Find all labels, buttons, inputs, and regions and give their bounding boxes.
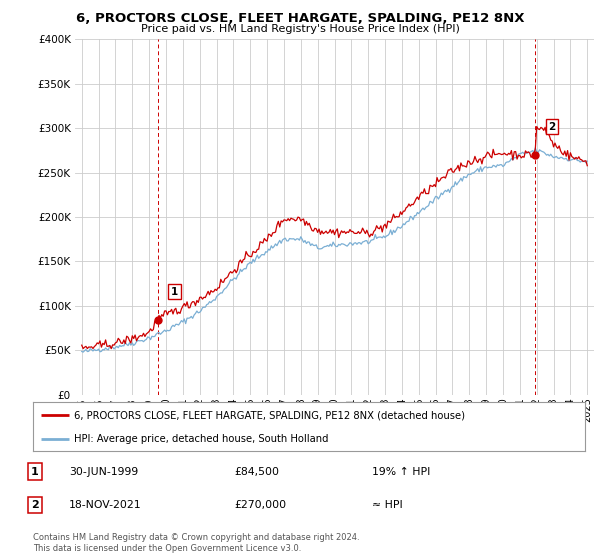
Text: 18-NOV-2021: 18-NOV-2021 (69, 500, 142, 510)
Text: 1: 1 (31, 466, 38, 477)
Text: ≈ HPI: ≈ HPI (372, 500, 403, 510)
Text: HPI: Average price, detached house, South Holland: HPI: Average price, detached house, Sout… (74, 434, 329, 444)
Text: 1: 1 (171, 287, 178, 297)
Text: 2: 2 (31, 500, 38, 510)
Text: £270,000: £270,000 (234, 500, 286, 510)
Text: 2: 2 (548, 122, 556, 132)
Text: £84,500: £84,500 (234, 466, 279, 477)
Text: 6, PROCTORS CLOSE, FLEET HARGATE, SPALDING, PE12 8NX: 6, PROCTORS CLOSE, FLEET HARGATE, SPALDI… (76, 12, 524, 25)
Text: 30-JUN-1999: 30-JUN-1999 (69, 466, 138, 477)
Text: Contains HM Land Registry data © Crown copyright and database right 2024.
This d: Contains HM Land Registry data © Crown c… (33, 533, 359, 553)
Text: 19% ↑ HPI: 19% ↑ HPI (372, 466, 430, 477)
Text: Price paid vs. HM Land Registry's House Price Index (HPI): Price paid vs. HM Land Registry's House … (140, 24, 460, 34)
Text: 6, PROCTORS CLOSE, FLEET HARGATE, SPALDING, PE12 8NX (detached house): 6, PROCTORS CLOSE, FLEET HARGATE, SPALDI… (74, 410, 466, 421)
